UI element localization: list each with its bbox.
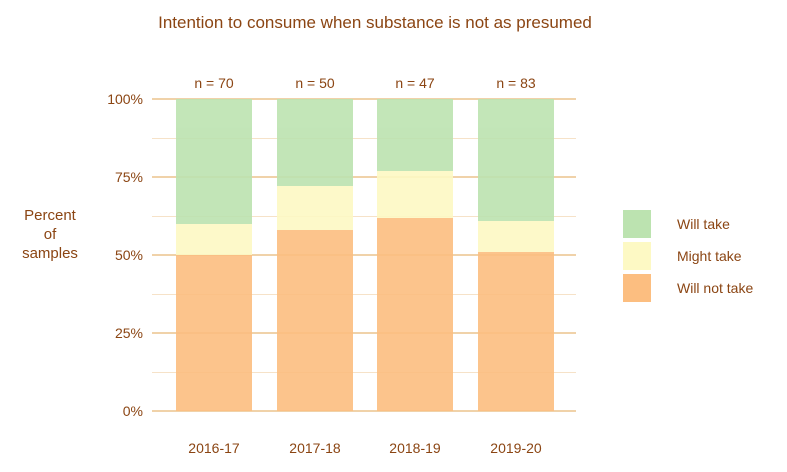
legend-swatch-might-take: [623, 242, 651, 270]
bar-segment-will-not-take: [176, 254, 252, 411]
y-tick-100: 100%: [107, 91, 143, 107]
legend-label: Will not take: [677, 280, 754, 296]
gridline-major-75: [152, 176, 576, 178]
bar-segment-will-take: [277, 99, 353, 187]
gridline-major-0: [152, 410, 576, 412]
y-tick-50: 50%: [114, 247, 143, 263]
y-axis-title-line: of: [43, 226, 57, 243]
y-tick-25: 25%: [114, 325, 143, 341]
bar-segment-might-take: [277, 186, 353, 231]
y-tick-0: 0%: [122, 403, 143, 419]
x-tick-2019-20: 2019-20: [490, 440, 542, 456]
x-tick-2016-17: 2016-17: [188, 440, 240, 456]
bar-2019-20: [478, 99, 554, 411]
bar-segment-will-not-take: [377, 217, 453, 411]
legend-item-might-take: Might take: [623, 242, 753, 270]
y-axis-title: Percent of samples: [10, 206, 90, 263]
gridline-major-100: [152, 98, 576, 100]
legend-item-will-take: Will take: [623, 210, 753, 238]
y-axis-title-line: Percent: [24, 207, 76, 224]
legend-swatch-will-take: [623, 210, 651, 238]
n-count-label: n = 83: [496, 75, 536, 91]
gridline-major-50: [152, 254, 576, 256]
y-axis-title-line: samples: [22, 245, 78, 262]
legend: Will take Might take Will not take: [623, 210, 753, 302]
x-tick-2017-18: 2017-18: [289, 440, 341, 456]
bar-segment-might-take: [377, 170, 453, 218]
legend-label: Might take: [677, 248, 742, 264]
bar-segment-will-take: [176, 99, 252, 224]
chart-title: Intention to consume when substance is n…: [158, 13, 592, 32]
bar-segment-will-not-take: [478, 251, 554, 411]
bar-2017-18: [277, 99, 353, 411]
bar-2016-17: [176, 99, 252, 411]
legend-label: Will take: [677, 216, 730, 232]
bar-segment-will-not-take: [277, 230, 353, 411]
gridline-major-25: [152, 332, 576, 334]
bar-segment-will-take: [377, 99, 453, 171]
gridline-minor: [152, 294, 576, 295]
n-count-label: n = 50: [295, 75, 335, 91]
bar-2018-19: [377, 99, 453, 411]
bar-segment-might-take: [176, 223, 252, 255]
gridline-minor: [152, 138, 576, 139]
gridline-minor: [152, 216, 576, 217]
plot-area: [152, 98, 576, 412]
n-count-label: n = 70: [194, 75, 234, 91]
n-count-label: n = 47: [395, 75, 435, 91]
y-tick-75: 75%: [114, 169, 143, 185]
bar-segment-might-take: [478, 220, 554, 252]
gridline-minor: [152, 372, 576, 373]
legend-item-will-not-take: Will not take: [623, 274, 753, 302]
legend-swatch-will-not-take: [623, 274, 651, 302]
x-tick-2018-19: 2018-19: [389, 440, 441, 456]
bar-segment-will-take: [478, 99, 554, 221]
